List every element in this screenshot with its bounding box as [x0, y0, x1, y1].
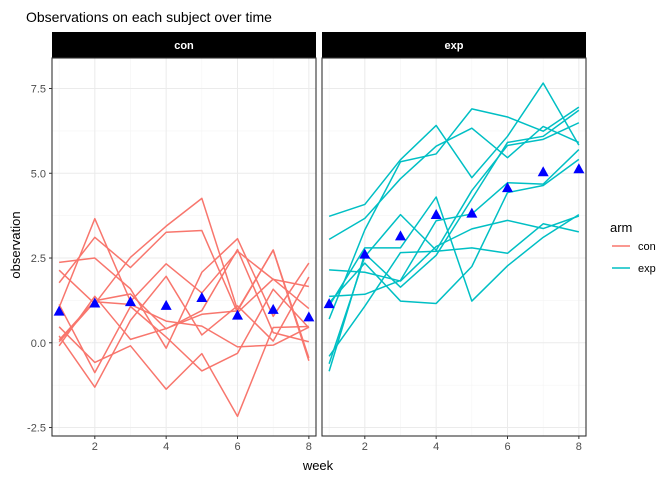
panel-con: con 2 4 6 8 -2.5 0.0 2.5 5.0 7.5 [27, 32, 317, 453]
mean-marker [359, 248, 371, 259]
series-line-exp-1 [328, 125, 580, 241]
series-line-exp-4 [328, 122, 580, 365]
x-tick-label: 4 [163, 441, 169, 453]
x-axis-title: week [302, 458, 334, 473]
y-axis-title: observation [8, 211, 23, 278]
mean-marker [89, 297, 101, 308]
panel-exp: exp 2 4 6 8 [321, 32, 587, 453]
mean-marker [124, 296, 136, 307]
series-line-con-7 [58, 301, 310, 348]
mean-marker [502, 182, 514, 193]
panel-border [51, 57, 317, 437]
series-line-exp-5 [328, 106, 580, 320]
series-line-exp-2 [328, 109, 580, 372]
strip-background [322, 32, 586, 58]
series-line-con-1 [58, 275, 310, 388]
y-tick-label: 5.0 [31, 168, 46, 180]
chart-title: Observations on each subject over time [26, 9, 272, 25]
mean-marker [53, 305, 65, 316]
strip-background [52, 32, 316, 58]
mean-marker [573, 163, 585, 174]
x-tick-label: 8 [576, 441, 582, 453]
mean-marker [196, 292, 208, 303]
mean-marker [430, 208, 442, 219]
series-line-exp-6 [328, 82, 580, 218]
legend-title: arm [610, 220, 632, 235]
strip-label: con [174, 40, 194, 52]
mean-marker [466, 207, 478, 218]
series-line-exp-8 [329, 148, 580, 298]
y-tick-label: 2.5 [31, 253, 46, 265]
x-tick-label: 2 [92, 441, 98, 453]
legend: arm con exp [610, 220, 656, 275]
y-tick-label: 7.5 [31, 84, 46, 96]
panel-border [321, 57, 587, 437]
x-tick-label: 8 [306, 441, 312, 453]
series-line-exp-7 [328, 158, 580, 305]
series-line-exp-9 [328, 223, 580, 357]
legend-label-con: con [638, 241, 656, 253]
facet-panels: con 2 4 6 8 -2.5 0.0 2.5 5.0 7.5 exp 2 4 6 8 [27, 32, 587, 453]
series-line-con-10 [58, 197, 310, 361]
series-line-con-9 [58, 248, 310, 343]
mean-marker [394, 230, 406, 241]
mean-marker [232, 309, 244, 320]
strip-label: exp [445, 40, 464, 52]
mean-marker [303, 311, 315, 322]
x-tick-label: 6 [504, 441, 510, 453]
legend-label-exp: exp [638, 263, 656, 275]
mean-marker [267, 303, 279, 314]
series-line-exp-3 [329, 215, 580, 282]
y-tick-label: -2.5 [27, 423, 46, 435]
series-line-con-5 [58, 325, 309, 418]
y-tick-label: 0.0 [31, 338, 46, 350]
series-line-con-2 [58, 288, 310, 374]
mean-marker [160, 299, 172, 310]
x-tick-label: 6 [234, 441, 240, 453]
x-tick-label: 4 [433, 441, 439, 453]
x-tick-label: 2 [362, 441, 368, 453]
series-line-con-4 [58, 217, 310, 308]
series-line-con-6 [59, 237, 310, 349]
series-line-con-3 [58, 229, 310, 314]
mean-marker [537, 166, 549, 177]
series-line-exp-10 [328, 196, 580, 307]
mean-marker [323, 298, 335, 309]
